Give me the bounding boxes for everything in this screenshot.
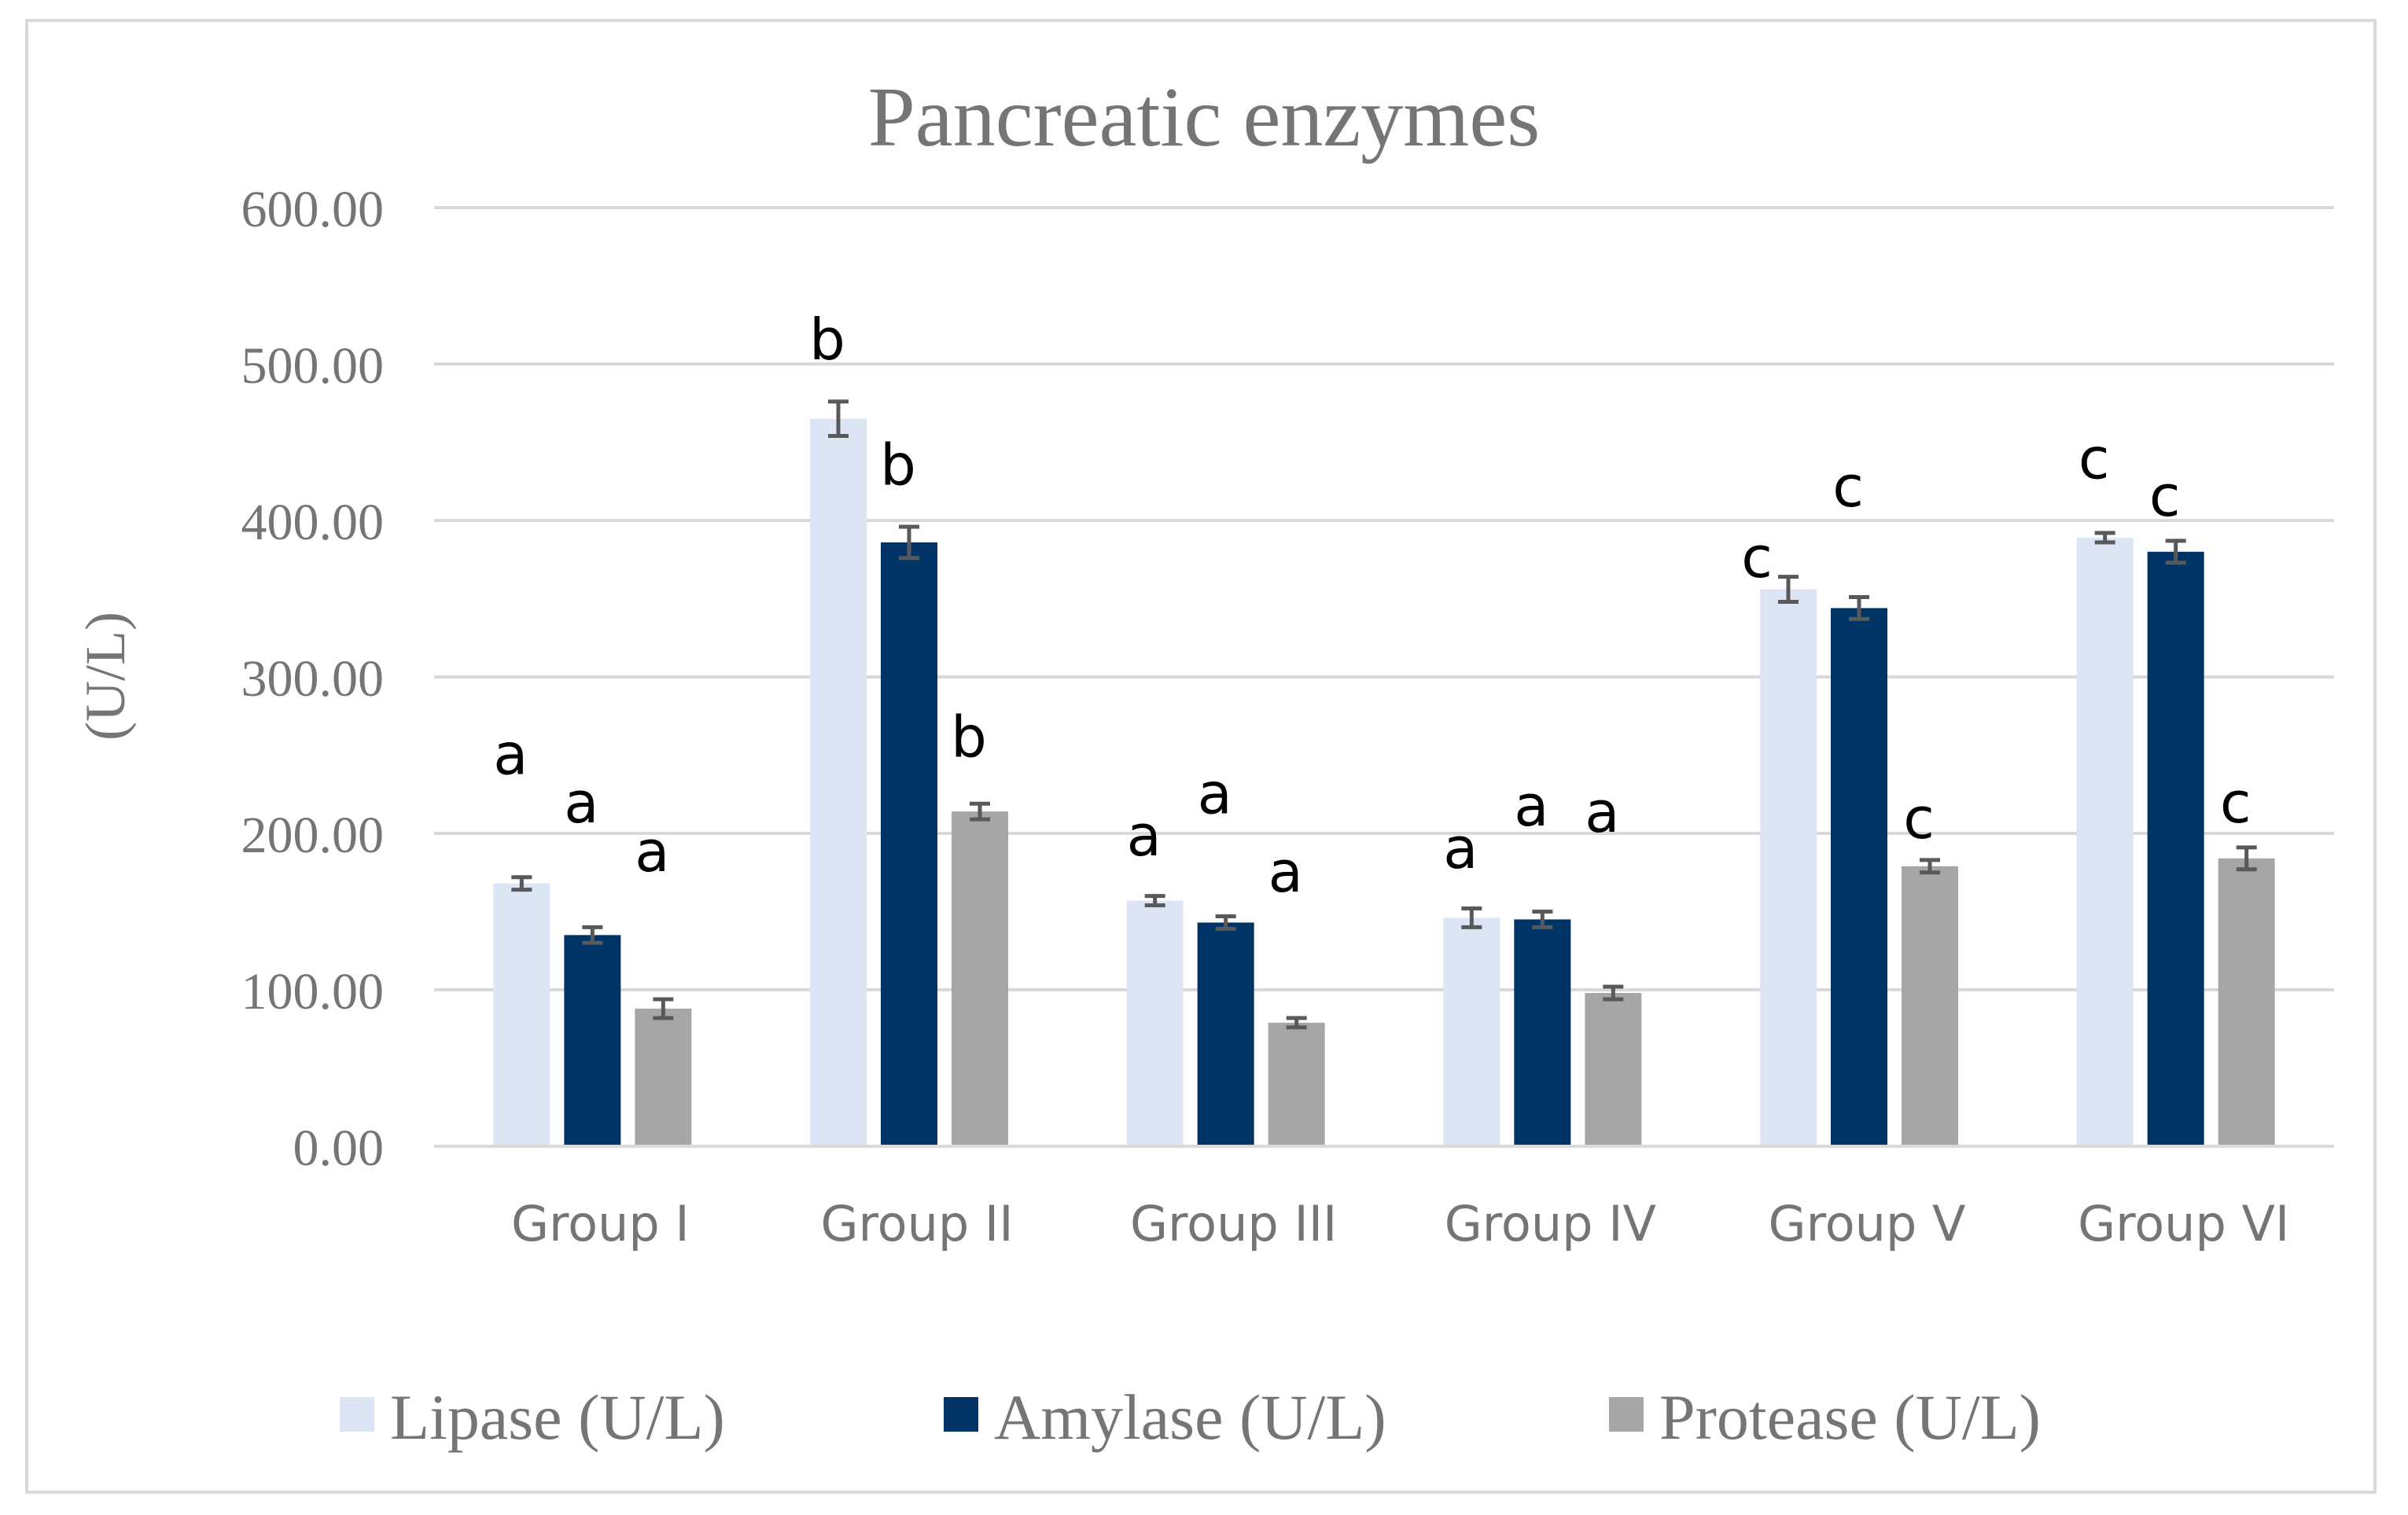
significance-letter: c bbox=[2078, 425, 2110, 491]
gridlines bbox=[434, 206, 2334, 991]
bar-lipase bbox=[810, 418, 867, 1146]
significance-letter: a bbox=[493, 722, 528, 788]
error-bar bbox=[1215, 914, 1236, 931]
bar-amylase bbox=[1514, 919, 1571, 1146]
bar-protease bbox=[2218, 858, 2275, 1146]
significance-letter: a bbox=[1268, 839, 1303, 905]
error-bar bbox=[970, 801, 990, 822]
significance-letter: a bbox=[1585, 779, 1619, 845]
chart-frame bbox=[25, 19, 2377, 1494]
bar-lipase bbox=[1760, 589, 1817, 1146]
y-tick-label: 100.00 bbox=[241, 963, 385, 1020]
error-bar bbox=[1849, 595, 1869, 621]
significance-letter: a bbox=[1127, 803, 1162, 869]
bar-protease bbox=[1902, 866, 1958, 1146]
bar-lipase bbox=[1126, 900, 1184, 1146]
legend: Lipase (U/L) Amylase (U/L) Protease (U/L) bbox=[340, 1381, 2041, 1453]
error-bars bbox=[511, 399, 2257, 1030]
significance-letter: b bbox=[951, 704, 987, 770]
y-tick-label: 0.00 bbox=[293, 1120, 385, 1177]
y-tick-label: 500.00 bbox=[241, 337, 385, 395]
error-bar bbox=[1144, 894, 1165, 908]
significance-letter: a bbox=[1443, 815, 1478, 881]
bar-amylase bbox=[881, 542, 937, 1146]
legend-item: Protease (U/L) bbox=[1609, 1381, 2041, 1453]
legend-item: Amylase (U/L) bbox=[944, 1381, 1386, 1453]
significance-letter: c bbox=[1741, 524, 1773, 590]
bar-amylase bbox=[2147, 551, 2204, 1146]
bar-amylase bbox=[1197, 922, 1254, 1146]
significance-letter: c bbox=[2220, 770, 2252, 836]
error-bar bbox=[1603, 984, 1624, 1002]
significance-letter: b bbox=[809, 307, 845, 373]
error-bar bbox=[1532, 910, 1553, 929]
legend-item: Lipase (U/L) bbox=[340, 1381, 725, 1453]
y-tick-label: 300.00 bbox=[241, 650, 385, 708]
bar-lipase bbox=[2076, 537, 2134, 1146]
bar-protease bbox=[635, 1008, 692, 1146]
y-tick-label: 600.00 bbox=[241, 181, 385, 238]
x-tick-labels: Group I Group II Group III Group IV Group V G… bbox=[511, 1195, 2289, 1252]
bar-lipase bbox=[1443, 917, 1500, 1146]
legend-swatch bbox=[1609, 1397, 1644, 1432]
x-tick-label: Group I bbox=[511, 1195, 690, 1252]
significance-letter: b bbox=[880, 432, 916, 498]
error-bar bbox=[1778, 575, 1799, 604]
significance-letter: c bbox=[2149, 463, 2181, 529]
error-bar bbox=[1461, 906, 1482, 929]
x-tick-label: Group IV bbox=[1445, 1195, 1656, 1252]
legend-label: Lipase (U/L) bbox=[390, 1381, 725, 1453]
error-bar bbox=[1920, 858, 1940, 875]
x-tick-label: Group V bbox=[1769, 1195, 1966, 1252]
bar-protease bbox=[1585, 992, 1642, 1146]
significance-letter: a bbox=[1198, 760, 1232, 826]
legend-swatch bbox=[340, 1397, 374, 1432]
error-bar bbox=[1286, 1016, 1307, 1030]
x-tick-label: Group VI bbox=[2078, 1195, 2289, 1252]
y-axis-label: (U/L) bbox=[74, 612, 137, 741]
error-bar bbox=[2236, 845, 2257, 872]
significance-letter: c bbox=[1903, 785, 1935, 851]
significance-letter: a bbox=[564, 770, 598, 836]
error-bar bbox=[2094, 531, 2115, 545]
bar-lipase bbox=[493, 883, 550, 1146]
bar-amylase bbox=[564, 935, 621, 1146]
error-bar bbox=[582, 925, 603, 945]
y-tick-labels: 0.00 100.00 200.00 300.00 400.00 500.00 600.00 bbox=[241, 181, 385, 1177]
x-tick-label: Group III bbox=[1130, 1195, 1337, 1252]
significance-letter: c bbox=[1832, 454, 1864, 520]
error-bar bbox=[828, 399, 849, 439]
significance-letter: a bbox=[1514, 773, 1548, 839]
chart-title: Pancreatic enzymes bbox=[868, 71, 1541, 164]
significance-letter: a bbox=[635, 818, 669, 884]
x-tick-label: Group II bbox=[820, 1195, 1013, 1252]
error-bar bbox=[511, 875, 532, 892]
bar-protease bbox=[952, 811, 1008, 1146]
legend-swatch bbox=[944, 1397, 978, 1432]
legend-label: Protease (U/L) bbox=[1659, 1381, 2041, 1453]
y-tick-label: 400.00 bbox=[241, 494, 385, 551]
error-bar bbox=[653, 997, 674, 1020]
bar-amylase bbox=[1831, 608, 1887, 1146]
legend-label: Amylase (U/L) bbox=[994, 1381, 1386, 1453]
bars bbox=[493, 418, 2275, 1146]
y-tick-label: 200.00 bbox=[241, 807, 385, 864]
bar-protease bbox=[1268, 1022, 1325, 1146]
error-bar bbox=[2165, 539, 2186, 565]
error-bar bbox=[899, 524, 919, 561]
